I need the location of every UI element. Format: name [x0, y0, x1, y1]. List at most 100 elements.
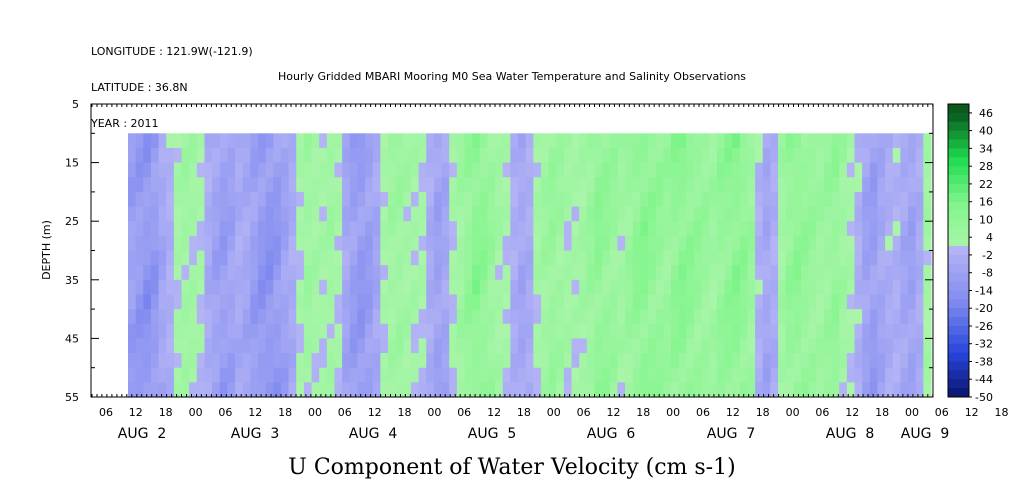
heatmap-cell	[250, 294, 259, 310]
heatmap-cell	[739, 309, 749, 325]
heatmap-cell	[915, 235, 924, 252]
heatmap-cell	[365, 323, 374, 339]
heatmap-cell	[518, 279, 527, 296]
heatmap-cell	[403, 191, 412, 208]
heatmap-cell	[150, 177, 160, 193]
x-day-label: AUG 4	[349, 426, 398, 442]
heatmap-cell	[602, 133, 611, 149]
heatmap-cell	[388, 353, 397, 369]
heatmap-cell	[365, 221, 374, 237]
heatmap-cell	[288, 338, 297, 354]
heatmap-cell	[196, 382, 206, 398]
heatmap-cell	[181, 353, 190, 369]
heatmap-cell	[464, 162, 473, 178]
heatmap-cell	[808, 191, 817, 208]
heatmap-cell	[219, 353, 229, 369]
heatmap-cell	[632, 147, 641, 164]
heatmap-cell	[525, 147, 534, 164]
colorbar-label: 40	[979, 125, 993, 138]
colorbar-swatch	[948, 112, 969, 123]
heatmap-cell	[556, 265, 565, 281]
heatmap-cell	[128, 191, 137, 208]
heatmap-cell	[540, 191, 550, 208]
heatmap-cell	[472, 265, 481, 281]
heatmap-cell	[686, 323, 695, 339]
heatmap-cell	[747, 265, 756, 281]
heatmap-cell	[158, 221, 167, 237]
heatmap-cell	[296, 353, 305, 369]
heatmap-cell	[701, 250, 710, 266]
heatmap-cell	[617, 279, 626, 296]
heatmap-cell	[533, 338, 542, 354]
heatmap-cell	[319, 338, 328, 354]
heatmap-cell	[242, 147, 251, 164]
heatmap-cell	[258, 367, 267, 383]
heatmap-cell	[701, 338, 710, 354]
heatmap-cell	[296, 294, 305, 310]
heatmap-cell	[770, 382, 779, 398]
heatmap-cell	[563, 177, 573, 193]
heatmap-cell	[793, 191, 802, 208]
heatmap-cell	[334, 133, 343, 149]
heatmap-cell	[135, 250, 144, 266]
x-hour-label: 12	[965, 406, 979, 419]
heatmap-cell	[449, 147, 458, 164]
heatmap-cell	[594, 250, 603, 266]
heatmap-cell	[563, 235, 573, 252]
heatmap-cell	[525, 191, 534, 208]
heatmap-cell	[923, 133, 932, 149]
heatmap-cell	[487, 235, 496, 252]
heatmap-cell	[265, 338, 274, 354]
heatmap-cell	[128, 279, 137, 296]
heatmap-cell	[540, 382, 550, 398]
heatmap-cell	[709, 235, 718, 252]
heatmap-cell	[495, 265, 504, 281]
heatmap-cell	[518, 250, 527, 266]
heatmap-cell	[747, 323, 756, 339]
heatmap-cell	[770, 235, 779, 252]
heatmap-cell	[365, 382, 374, 398]
heatmap-cell	[258, 279, 267, 296]
heatmap-cell	[640, 133, 649, 149]
heatmap-cell	[602, 147, 611, 164]
heatmap-cell	[778, 279, 787, 296]
heatmap-cell	[701, 147, 710, 164]
heatmap-cell	[296, 221, 305, 237]
heatmap-cell	[839, 250, 848, 266]
heatmap-cell	[762, 338, 771, 354]
heatmap-cell	[426, 294, 435, 310]
heatmap-cell	[548, 147, 557, 164]
heatmap-cell	[869, 367, 879, 383]
heatmap-cell	[808, 323, 817, 339]
heatmap-cell	[189, 279, 198, 296]
heatmap-cell	[158, 206, 167, 222]
heatmap-cell	[908, 338, 917, 354]
heatmap-cell	[632, 265, 641, 281]
heatmap-cell	[747, 221, 756, 237]
heatmap-cell	[196, 191, 206, 208]
heatmap-cell	[280, 265, 290, 281]
heatmap-cell	[732, 191, 741, 208]
heatmap-cell	[556, 206, 565, 222]
heatmap-cell	[166, 279, 175, 296]
heatmap-cell	[212, 147, 221, 164]
heatmap-cell	[877, 250, 886, 266]
heatmap-cell	[258, 294, 267, 310]
heatmap-cell	[778, 162, 787, 178]
heatmap-cell	[235, 133, 244, 149]
heatmap-cell	[487, 279, 496, 296]
heatmap-cell	[365, 279, 374, 296]
heatmap-cell	[617, 338, 626, 354]
heatmap-cell	[579, 133, 588, 149]
heatmap-cell	[426, 235, 435, 252]
heatmap-cell	[173, 250, 183, 266]
heatmap-cell	[831, 309, 840, 325]
heatmap-cell	[663, 162, 672, 178]
heatmap-cell	[785, 309, 794, 325]
heatmap-cell	[227, 309, 236, 325]
heatmap-cell	[518, 353, 527, 369]
heatmap-cell	[571, 250, 580, 266]
heatmap-cell	[288, 250, 297, 266]
heatmap-cell	[655, 323, 664, 339]
heatmap-cell	[716, 279, 726, 296]
